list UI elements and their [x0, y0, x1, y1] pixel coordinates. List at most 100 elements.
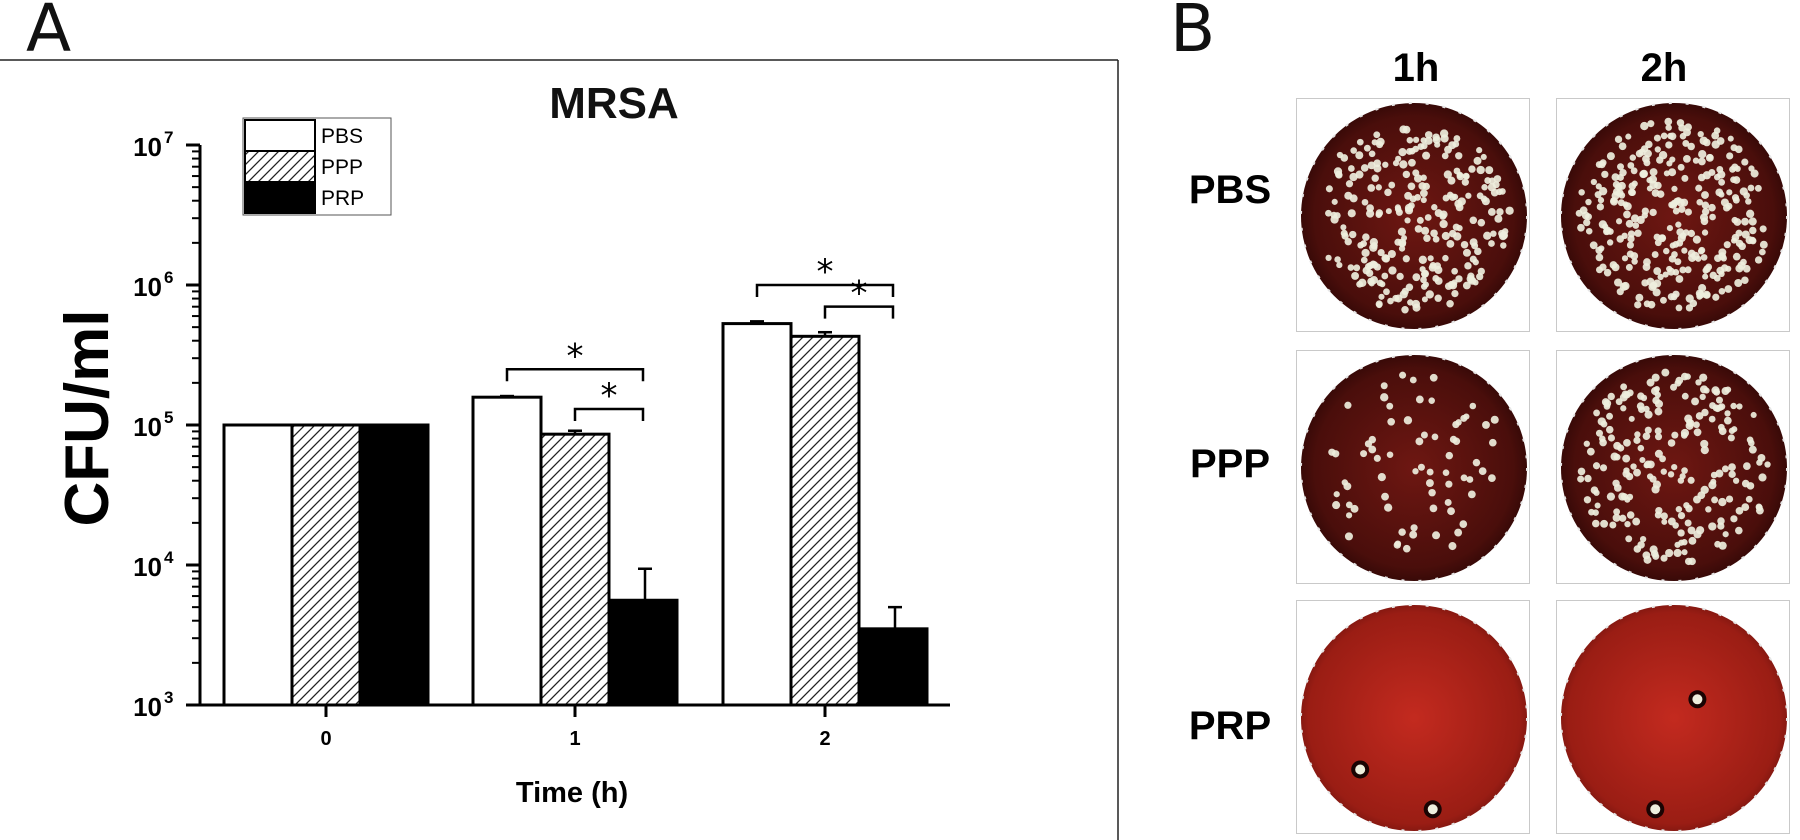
colony	[1619, 282, 1629, 291]
colony	[1488, 438, 1497, 447]
colony	[1673, 548, 1682, 558]
colony	[1416, 216, 1424, 224]
colony	[1460, 240, 1469, 249]
colony	[1505, 206, 1514, 215]
colony	[1711, 496, 1719, 504]
colony	[1618, 142, 1627, 151]
colony	[1654, 433, 1663, 441]
colony	[1410, 524, 1418, 532]
colony	[1625, 263, 1633, 271]
significance-star: *	[567, 336, 584, 376]
colony	[1643, 300, 1651, 308]
colony	[1743, 462, 1751, 470]
colony	[1408, 158, 1416, 167]
colony	[1715, 396, 1723, 404]
colony	[1488, 474, 1496, 483]
colony	[1695, 184, 1703, 192]
colony	[1621, 232, 1628, 240]
colony	[1407, 182, 1416, 191]
colony	[1654, 391, 1661, 399]
colony	[1634, 301, 1642, 309]
colony	[1490, 230, 1497, 237]
colony	[1663, 247, 1670, 255]
colony	[1360, 256, 1368, 264]
colony	[1748, 165, 1755, 172]
colony	[1597, 197, 1605, 204]
colony	[1695, 379, 1702, 386]
colony	[1430, 229, 1438, 238]
agar-plate	[1300, 102, 1528, 330]
colony	[1456, 172, 1465, 181]
colony	[1336, 151, 1344, 159]
colony	[1709, 402, 1716, 410]
colony	[1684, 208, 1692, 216]
colony	[1362, 266, 1371, 275]
colony	[1360, 450, 1368, 458]
colony	[1698, 284, 1707, 293]
colony	[1402, 544, 1411, 553]
colony	[1623, 438, 1631, 447]
colony	[1646, 460, 1655, 469]
colony	[1395, 155, 1402, 162]
colony	[1695, 412, 1704, 420]
colony	[1735, 239, 1744, 248]
colony	[1421, 269, 1430, 278]
colony	[1724, 285, 1733, 293]
colony	[1417, 463, 1425, 471]
colony	[1647, 120, 1655, 128]
colony	[1684, 373, 1691, 380]
colony	[1442, 254, 1449, 262]
colony	[1667, 293, 1676, 301]
colony	[1428, 397, 1435, 404]
colony	[1627, 162, 1635, 169]
colony	[1671, 185, 1678, 192]
colony	[1461, 178, 1469, 186]
colony	[1463, 413, 1470, 420]
colony	[1750, 411, 1757, 419]
colony	[1378, 293, 1385, 300]
colony	[1399, 160, 1408, 169]
colony	[1734, 279, 1743, 288]
colony	[1427, 804, 1438, 815]
colony	[1627, 230, 1636, 238]
row-label-pbs: PBS	[1188, 168, 1272, 212]
colony	[1455, 275, 1463, 283]
colony	[1631, 214, 1640, 223]
colony	[1585, 213, 1592, 221]
colony	[1336, 261, 1343, 269]
colony	[1654, 407, 1663, 416]
significance-star: *	[851, 274, 868, 314]
colony	[1643, 555, 1652, 564]
legend-swatch-ppp	[244, 150, 316, 183]
colony	[1746, 436, 1754, 444]
colony	[1630, 463, 1637, 470]
colony	[1633, 436, 1641, 444]
colony	[1697, 173, 1706, 182]
colony	[1451, 279, 1458, 286]
colony	[1591, 519, 1600, 528]
colony	[1708, 203, 1716, 212]
colony	[1646, 378, 1655, 387]
colony	[1367, 184, 1376, 192]
colony	[1623, 210, 1631, 219]
colony	[1448, 542, 1457, 551]
bar-prp	[857, 627, 929, 707]
colony	[1383, 288, 1390, 296]
colony	[1687, 476, 1695, 484]
colony	[1350, 504, 1359, 513]
colony	[1619, 514, 1627, 522]
colony	[1667, 471, 1675, 478]
plate-disc	[1300, 102, 1528, 330]
colony	[1612, 513, 1621, 522]
colony	[1676, 239, 1684, 247]
panel-a-label: A	[26, 0, 72, 67]
colony	[1387, 297, 1394, 305]
colony	[1402, 170, 1411, 179]
colony	[1666, 225, 1674, 232]
agar-plate	[1560, 102, 1788, 330]
colony	[1332, 501, 1341, 510]
colony	[1700, 254, 1708, 261]
colony	[1349, 230, 1357, 239]
colony	[1649, 168, 1658, 177]
colony	[1708, 415, 1716, 423]
